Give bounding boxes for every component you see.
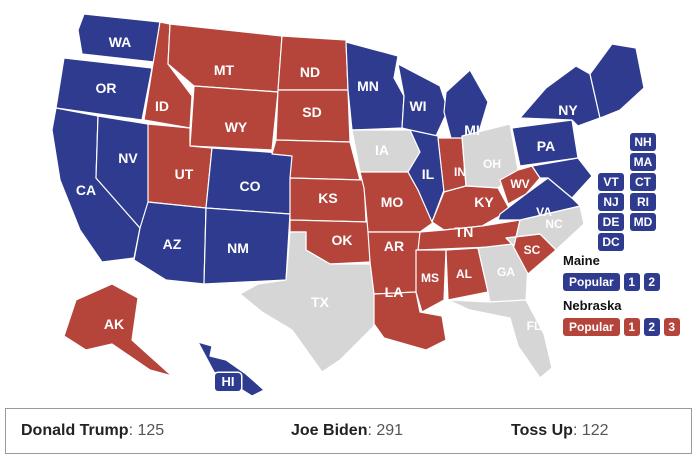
maine-district-1-chip[interactable]: 1	[623, 273, 640, 291]
tossup-total-name: Toss Up	[511, 422, 573, 439]
state-chip-ct[interactable]: CT	[630, 173, 656, 191]
state-tx[interactable]	[239, 231, 379, 373]
nebraska-district-1-chip[interactable]: 1	[623, 318, 640, 336]
state-chip-de[interactable]: DE	[598, 213, 624, 231]
state-chip-md[interactable]: MD	[630, 213, 656, 231]
state-va[interactable]	[497, 177, 581, 221]
state-fl[interactable]	[447, 299, 553, 379]
maine-popular-chip[interactable]: Popular	[563, 273, 620, 291]
state-nd[interactable]	[277, 35, 349, 91]
state-chip-ri[interactable]: RI	[630, 193, 656, 211]
us-electoral-map: WAORCANVIDMTWYUTAZCONMNDSDKSOKTXMNIAMOAR…	[51, 13, 645, 397]
state-wa[interactable]	[77, 13, 161, 63]
state-md[interactable]	[531, 157, 593, 199]
maine-row: Popular 1 2	[563, 273, 660, 291]
state-la[interactable]	[373, 291, 447, 351]
state-mt[interactable]	[167, 23, 283, 93]
nebraska-district-2-chip[interactable]: 2	[643, 318, 660, 336]
nebraska-district-3-chip[interactable]: 3	[663, 318, 680, 336]
trump-total-value: : 125	[128, 422, 165, 439]
state-co[interactable]	[205, 147, 295, 215]
state-nm[interactable]	[203, 207, 291, 285]
maine-title: Maine	[563, 253, 600, 268]
state-sd[interactable]	[275, 89, 351, 143]
tossup-total: Toss Up: 122	[511, 422, 609, 440]
state-wi[interactable]	[397, 63, 449, 137]
state-ne-region[interactable]	[589, 43, 645, 119]
state-chip-dc[interactable]: DC	[598, 233, 624, 251]
state-mn[interactable]	[345, 41, 405, 131]
state-chip-ma[interactable]: MA	[630, 153, 656, 171]
trump-total: Donald Trump: 125	[21, 422, 164, 440]
trump-total-name: Donald Trump	[21, 422, 129, 439]
state-chip-nj[interactable]: NJ	[598, 193, 624, 211]
biden-total-name: Joe Biden	[291, 422, 368, 439]
state-ar[interactable]	[367, 231, 421, 295]
maine-district-2-chip[interactable]: 2	[643, 273, 660, 291]
state-or[interactable]	[55, 57, 153, 121]
state-chip-nh[interactable]: NH	[630, 133, 656, 151]
state-az[interactable]	[133, 201, 207, 285]
state-ny[interactable]	[519, 65, 601, 127]
state-ak[interactable]	[63, 283, 173, 377]
nebraska-row: Popular 1 2 3	[563, 318, 680, 336]
state-ms[interactable]	[415, 249, 447, 313]
nebraska-popular-chip[interactable]: Popular	[563, 318, 620, 336]
tossup-total-value: : 122	[572, 422, 609, 439]
biden-total-value: : 291	[367, 422, 404, 439]
state-chip-vt[interactable]: VT	[598, 173, 624, 191]
state-ks[interactable]	[289, 177, 367, 223]
state-pa[interactable]	[511, 119, 579, 167]
totals-bar: Donald Trump: 125 Joe Biden: 291 Toss Up…	[5, 408, 692, 454]
state-wy[interactable]	[189, 85, 279, 151]
nebraska-title: Nebraska	[563, 298, 622, 313]
state-chip-hi[interactable]: HI	[215, 373, 241, 391]
state-ia[interactable]	[351, 129, 421, 173]
biden-total: Joe Biden: 291	[291, 422, 403, 440]
